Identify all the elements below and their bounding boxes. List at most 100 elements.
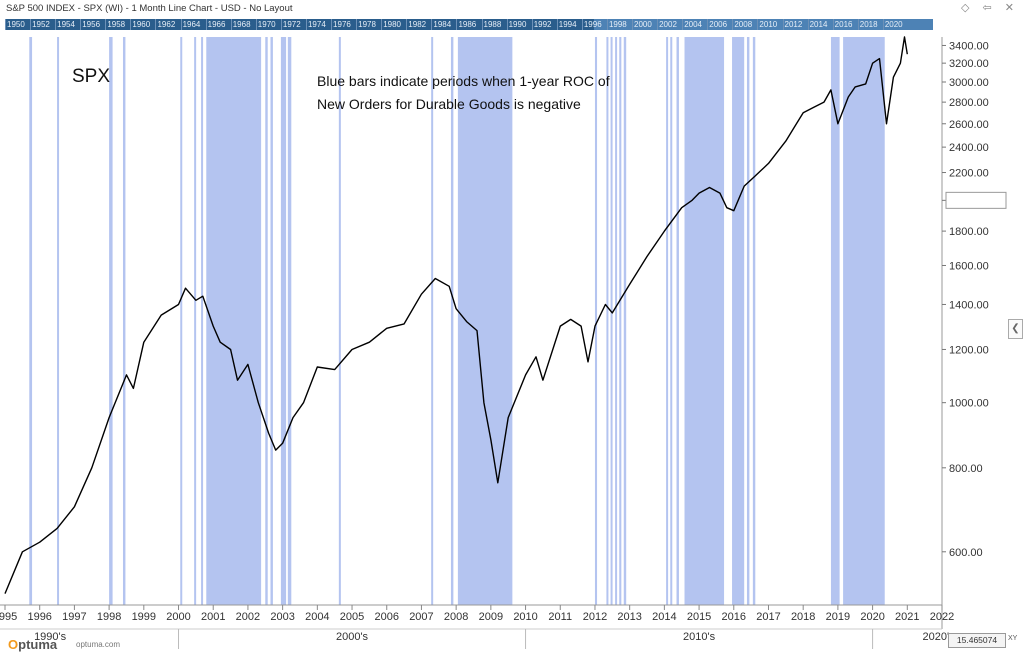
navigator-year[interactable]: 1966 (207, 20, 226, 29)
window-title: S&P 500 INDEX - SPX (WI) - 1 Month Line … (6, 3, 293, 14)
y-tick-label: 600.00 (949, 547, 983, 559)
navigator-separator (406, 19, 408, 30)
recession-bar (732, 37, 745, 605)
x-tick-label: 2011 (548, 611, 572, 623)
recession-bar (830, 37, 840, 605)
recession-bar (670, 37, 673, 605)
x-tick-label: 2019 (826, 611, 850, 623)
close-icon[interactable]: ✕ (1004, 2, 1014, 14)
recession-bar (280, 37, 287, 605)
navigator-year[interactable]: 1976 (333, 20, 351, 29)
navigator-year[interactable]: 2000 (634, 20, 652, 29)
x-tick-label: 2006 (374, 611, 398, 623)
navigator-separator (230, 19, 232, 30)
navigator-separator (506, 19, 508, 30)
x-tick-label: 2000 (166, 611, 190, 623)
navigator-year[interactable]: 1974 (307, 20, 326, 29)
x-tick-label: 2007 (409, 611, 433, 623)
navigator-separator (55, 19, 57, 30)
recession-bar (666, 37, 669, 605)
navigator-separator (205, 19, 207, 30)
navigator-year[interactable]: 1978 (358, 20, 376, 29)
x-tick-label: 2003 (270, 611, 294, 623)
recession-bar (610, 37, 613, 605)
x-tick-label: 2002 (236, 611, 260, 623)
navigator-year[interactable]: 1980 (383, 20, 401, 29)
navigator-year[interactable]: 2010 (759, 20, 778, 29)
decade-label: 2020's (922, 631, 955, 643)
diamond-icon[interactable]: ◇ (960, 2, 970, 14)
navigator-year[interactable]: 1988 (483, 20, 502, 29)
chart-annotation: Blue bars indicate periods when 1-year R… (317, 73, 610, 112)
navigator-year[interactable]: 1960 (132, 20, 151, 29)
navigator-year[interactable]: 1968 (232, 20, 251, 29)
recession-bar (270, 37, 273, 605)
navigator-year[interactable]: 1952 (32, 20, 50, 29)
navigator-separator (556, 19, 558, 30)
navigator-year[interactable]: 2006 (709, 20, 728, 29)
navigator-year[interactable]: 2018 (859, 20, 878, 29)
navigator-separator (657, 19, 659, 30)
navigator-year[interactable]: 1992 (533, 20, 552, 29)
navigator-separator (782, 19, 784, 30)
recession-bar (594, 37, 598, 605)
navigator-year[interactable]: 2008 (734, 20, 753, 29)
recession-bar (201, 37, 204, 605)
x-tick-label: 2005 (340, 611, 364, 623)
navigator-separator (5, 19, 6, 30)
recession-bar (194, 37, 197, 605)
navigator-year[interactable]: 1970 (257, 20, 276, 29)
navigator-year[interactable]: 1956 (82, 20, 101, 29)
navigator-year[interactable]: 1954 (57, 20, 75, 29)
x-tick-label: 1998 (97, 611, 121, 623)
navigator-year[interactable]: 2016 (834, 20, 853, 29)
navigator-year[interactable]: 2014 (809, 20, 828, 29)
recession-bar (746, 37, 750, 605)
x-tick-label: 1997 (62, 611, 86, 623)
navigator-year[interactable]: 1996 (583, 20, 602, 29)
navigator-year[interactable]: 1972 (282, 20, 301, 29)
navigator-year[interactable]: 2020 (884, 20, 903, 29)
recession-bar (615, 37, 618, 605)
time-navigator[interactable]: 1950 1952 1954 1956 1958 1960 1962 1964 1966 1968… (5, 19, 933, 30)
navigator-year[interactable]: 1950 (7, 20, 25, 29)
navigator-year[interactable]: 1998 (608, 20, 627, 29)
navigator-year[interactable]: 1984 (433, 20, 452, 29)
x-tick-label: 1996 (27, 611, 51, 623)
navigator-year[interactable]: 1982 (408, 20, 427, 29)
y-tick-label: 3200.00 (949, 58, 989, 70)
navigator-separator (305, 19, 307, 30)
navigator-window[interactable] (594, 19, 933, 30)
xy-toggle[interactable]: XY (1008, 635, 1018, 642)
navigator-year[interactable]: 1986 (458, 20, 477, 29)
recession-bar (619, 37, 622, 605)
x-tick-label: 2022 (930, 611, 954, 623)
navigator-year[interactable]: 2002 (659, 20, 677, 29)
recession-bar (752, 37, 756, 605)
y-tick-label: 1400.00 (949, 299, 989, 311)
navigator-year[interactable]: 1962 (157, 20, 176, 29)
x-tick-label: 2021 (895, 611, 919, 623)
recession-bar (843, 37, 885, 605)
navigator-year[interactable]: 1990 (508, 20, 527, 29)
navigator-separator (807, 19, 809, 30)
navigator-year[interactable]: 2012 (784, 20, 803, 29)
value-readout[interactable]: 15.465074 (948, 633, 1006, 648)
navigator-separator (882, 19, 884, 30)
x-tick-label: 2010 (513, 611, 537, 623)
navigator-separator (381, 19, 383, 30)
logo-url: optuma.com (76, 640, 121, 649)
recession-bar (180, 37, 183, 605)
x-tick-label: 2015 (687, 611, 711, 623)
navigator-year[interactable]: 2004 (684, 20, 702, 29)
recession-bar (338, 37, 341, 605)
recession-bar (57, 37, 60, 605)
collapse-panel-icon[interactable]: ❮ (1008, 319, 1023, 339)
x-tick-label: 2016 (722, 611, 746, 623)
navigator-separator (757, 19, 759, 30)
navigator-year[interactable]: 1958 (107, 20, 126, 29)
recession-bar (606, 37, 609, 605)
back-arrow-icon[interactable]: ⇦ (982, 2, 992, 14)
navigator-year[interactable]: 1964 (182, 20, 201, 29)
navigator-year[interactable]: 1994 (558, 20, 577, 29)
